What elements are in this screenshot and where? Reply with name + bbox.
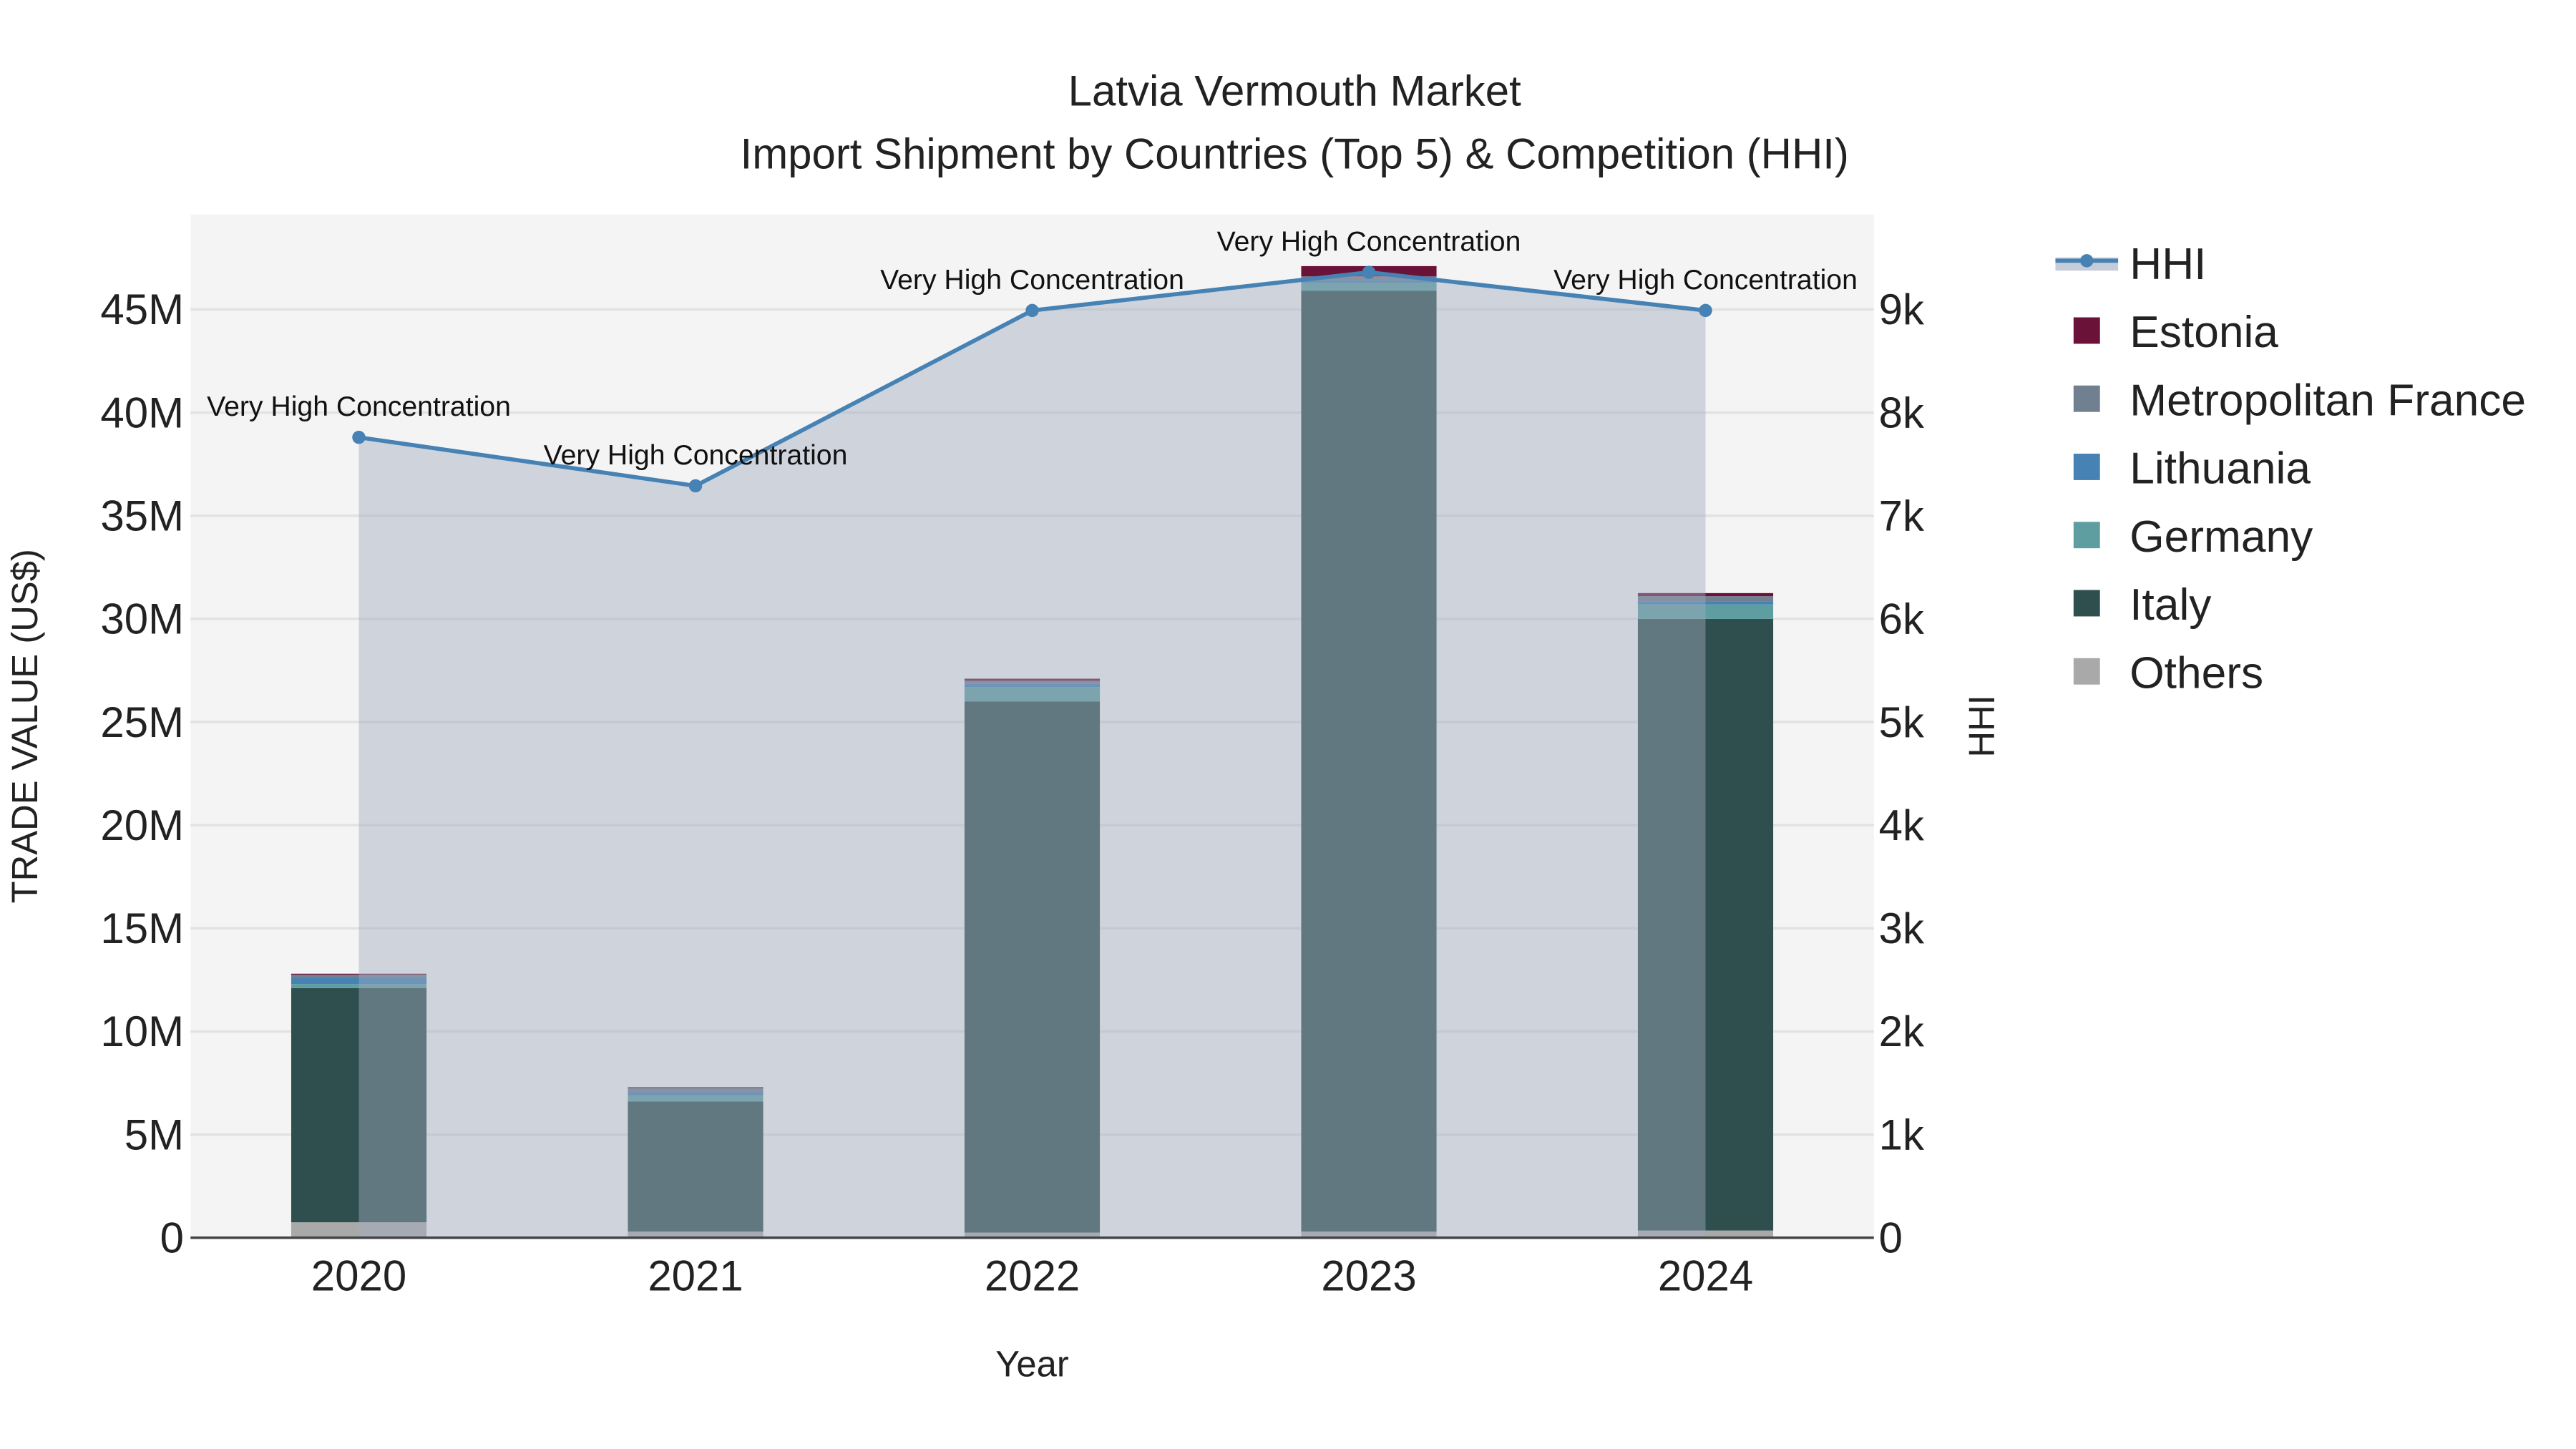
bar-italy	[964, 701, 1101, 1233]
bar-others	[628, 1231, 763, 1238]
y2-tick-label: 4k	[1879, 801, 1925, 849]
hhi-point	[1362, 265, 1376, 279]
bar-lithuania	[1637, 601, 1774, 605]
legend-swatch-lithuania	[2073, 454, 2100, 480]
bar-lithuania	[964, 683, 1101, 688]
legend: HHI Estonia Metropolitan France Lithuania Ge…	[2055, 240, 2526, 698]
y-tick-label: 25M	[100, 698, 184, 746]
x-tick-label: 2022	[985, 1252, 1080, 1300]
legend-swatch-others	[2073, 658, 2100, 685]
y-tick-label: 15M	[100, 904, 184, 952]
bar-lithuania	[291, 977, 427, 985]
y-tick-label: 45M	[100, 286, 184, 333]
y2-tick-label: 2k	[1879, 1008, 1925, 1055]
bar-germany	[1637, 604, 1774, 619]
bar-estonia	[291, 973, 427, 975]
bar-others	[291, 1222, 427, 1238]
legend-label: Others	[2129, 648, 2263, 698]
bar-lithuania	[628, 1092, 763, 1096]
bar-metropolitan-france	[291, 975, 427, 978]
legend-swatch-hhi-marker	[2080, 254, 2094, 268]
legend-label: Lithuania	[2129, 444, 2311, 494]
bar-others	[1637, 1230, 1774, 1238]
chart-title: Latvia Vermouth Market	[1068, 67, 1521, 115]
y2-tick-label: 3k	[1879, 904, 1925, 952]
y2-tick-label: 9k	[1879, 286, 1925, 333]
hhi-point	[1699, 303, 1712, 318]
y2-tick-label: 5k	[1879, 698, 1925, 746]
legend-swatch-italy	[2073, 590, 2100, 617]
legend-label: Metropolitan France	[2129, 376, 2526, 425]
legend-label: Germany	[2129, 512, 2313, 562]
hhi-point	[688, 479, 703, 493]
bar-metropolitan-france	[628, 1088, 763, 1093]
legend-swatch-estonia	[2073, 317, 2100, 344]
hhi-point	[1025, 303, 1039, 318]
hhi-annotation: Very High Concentration	[544, 440, 848, 471]
bar-germany	[291, 984, 427, 988]
bar-estonia	[1637, 592, 1774, 597]
hhi-annotation: Very High Concentration	[1217, 227, 1521, 258]
hhi-point	[352, 430, 366, 444]
y2-tick-label: 1k	[1879, 1111, 1925, 1158]
y2-tick-label: 6k	[1879, 595, 1925, 643]
y2-axis-title: HHI	[1961, 695, 2002, 757]
hhi-area	[358, 272, 1706, 1238]
x-tick-label: 2023	[1321, 1252, 1416, 1300]
legend-swatch-metropolitan-france	[2073, 385, 2100, 412]
bar-germany	[1301, 282, 1437, 291]
legend-swatch-germany	[2073, 522, 2100, 549]
bar-lithuania	[1301, 280, 1437, 283]
bar-metropolitan-france	[964, 680, 1101, 684]
bar-estonia	[628, 1087, 763, 1088]
bar-others	[964, 1232, 1101, 1238]
bar-germany	[964, 687, 1101, 702]
bar-others	[1301, 1231, 1437, 1238]
legend-label: Estonia	[2129, 308, 2278, 357]
bar-metropolitan-france	[1637, 596, 1774, 602]
x-axis-title: Year	[995, 1344, 1069, 1385]
x-tick-label: 2024	[1658, 1252, 1753, 1300]
y-tick-label: 10M	[100, 1008, 184, 1055]
bar-italy	[1301, 291, 1437, 1232]
y-tick-label: 5M	[125, 1111, 184, 1158]
y-tick-label: 0	[160, 1214, 184, 1262]
bar-estonia	[964, 678, 1101, 681]
y-tick-label: 40M	[100, 389, 184, 436]
hhi-annotation: Very High Concentration	[207, 391, 511, 422]
y2-tick-label: 0	[1879, 1214, 1903, 1262]
hhi-annotation: Very High Concentration	[880, 265, 1184, 296]
bar-germany	[628, 1095, 763, 1102]
y-tick-label: 20M	[100, 801, 184, 849]
hhi-annotation: Very High Concentration	[1553, 265, 1858, 296]
legend-label: Italy	[2129, 580, 2212, 630]
y-axis-title: TRADE VALUE (US$)	[4, 549, 45, 903]
bar-italy	[628, 1101, 763, 1232]
chart-subtitle: Import Shipment by Countries (Top 5) & C…	[741, 130, 1849, 177]
bar-italy	[1637, 618, 1774, 1231]
y-tick-label: 35M	[100, 492, 184, 540]
y2-tick-label: 8k	[1879, 389, 1925, 436]
bar-italy	[291, 987, 427, 1223]
legend-label: HHI	[2129, 240, 2206, 289]
y-tick-label: 30M	[100, 595, 184, 643]
x-tick-label: 2021	[648, 1252, 743, 1300]
x-tick-label: 2020	[311, 1252, 406, 1300]
y2-tick-label: 7k	[1879, 492, 1925, 540]
